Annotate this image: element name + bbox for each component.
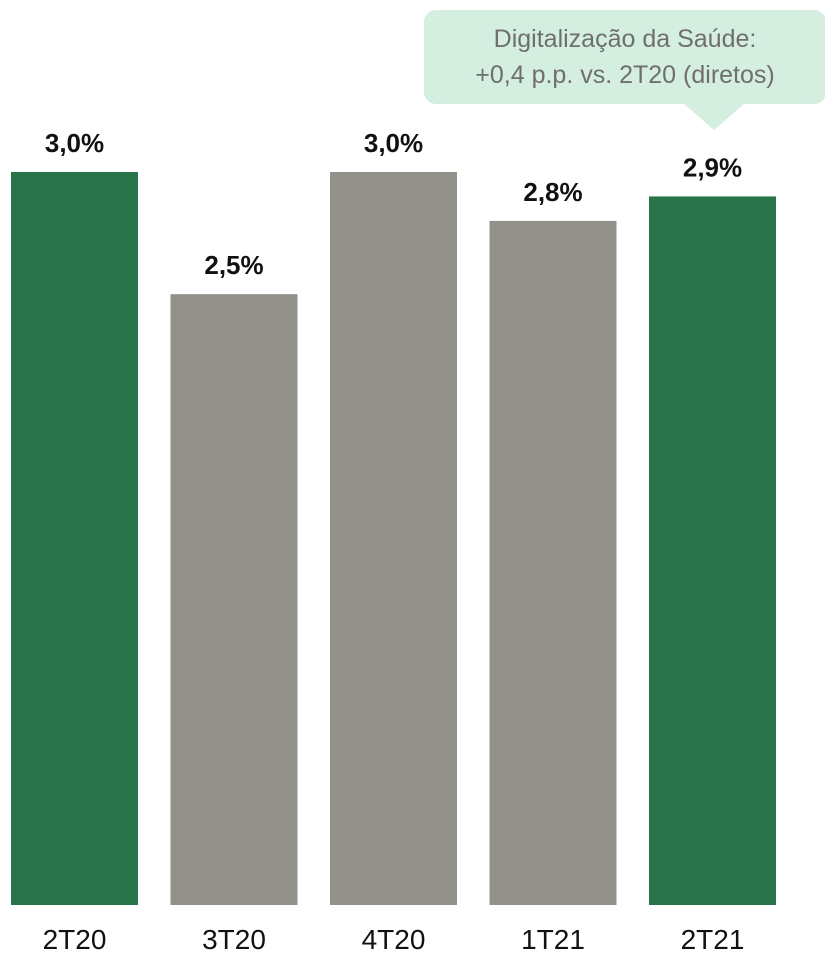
- value-label-3T20: 2,5%: [204, 250, 263, 280]
- bar-4T20: [330, 172, 457, 905]
- bar-1T21: [489, 220, 617, 905]
- value-label-2T21: 2,9%: [683, 152, 742, 182]
- annotation-callout: Digitalização da Saúde: +0,4 p.p. vs. 2T…: [424, 10, 825, 104]
- category-label-2T20: 2T20: [43, 924, 107, 955]
- bar-2T20: [11, 172, 138, 905]
- annotation-line-1: Digitalização da Saúde:: [493, 25, 757, 53]
- category-label-3T20: 3T20: [202, 924, 266, 955]
- category-label-2T21: 2T21: [681, 924, 745, 955]
- value-label-1T21: 2,8%: [523, 177, 582, 207]
- annotation-line-2: +0,4 p.p. vs. 2T20 (diretos): [475, 61, 775, 89]
- category-label-1T21: 1T21: [521, 924, 585, 955]
- value-label-2T20: 3,0%: [45, 128, 104, 158]
- category-label-4T20: 4T20: [362, 924, 426, 955]
- annotation-callout-pointer: [683, 103, 745, 130]
- value-label-4T20: 3,0%: [364, 128, 423, 158]
- bar-3T20: [170, 294, 298, 906]
- bar-2T21: [649, 196, 776, 905]
